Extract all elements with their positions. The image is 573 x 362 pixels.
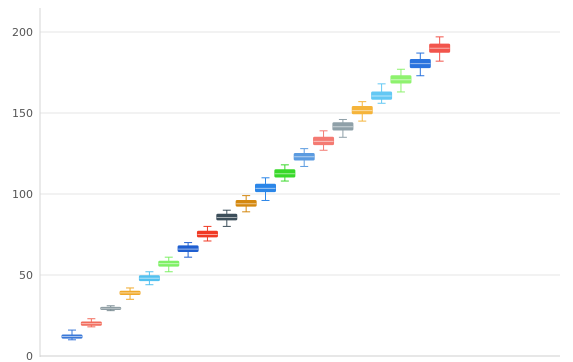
box-12 [274,164,296,182]
box-10 [235,195,257,213]
y-tick-label: 200 [12,26,33,39]
y-tick-label: 150 [12,107,33,120]
box-7 [177,242,199,258]
box-2 [80,318,102,328]
box-16 [351,101,373,122]
box-20 [429,36,451,62]
box-6 [158,256,180,273]
box-19 [409,52,431,77]
y-tick-label: 0 [26,350,33,362]
box-series [61,36,451,341]
box-13 [293,148,315,167]
y-axis: 0 50 100 150 200 [12,8,41,362]
box-18 [390,68,412,93]
box-14 [313,130,335,151]
box-4 [119,287,141,300]
box-1 [61,329,83,341]
box-17 [371,83,393,104]
box-11 [255,177,276,201]
y-tick-label: 100 [12,188,33,201]
grid-lines [40,31,560,276]
box-3 [100,305,122,312]
y-tick-label: 50 [19,269,33,282]
box-5 [138,271,160,286]
box-8 [196,225,218,242]
box-15 [332,118,354,138]
box-9 [216,209,238,227]
